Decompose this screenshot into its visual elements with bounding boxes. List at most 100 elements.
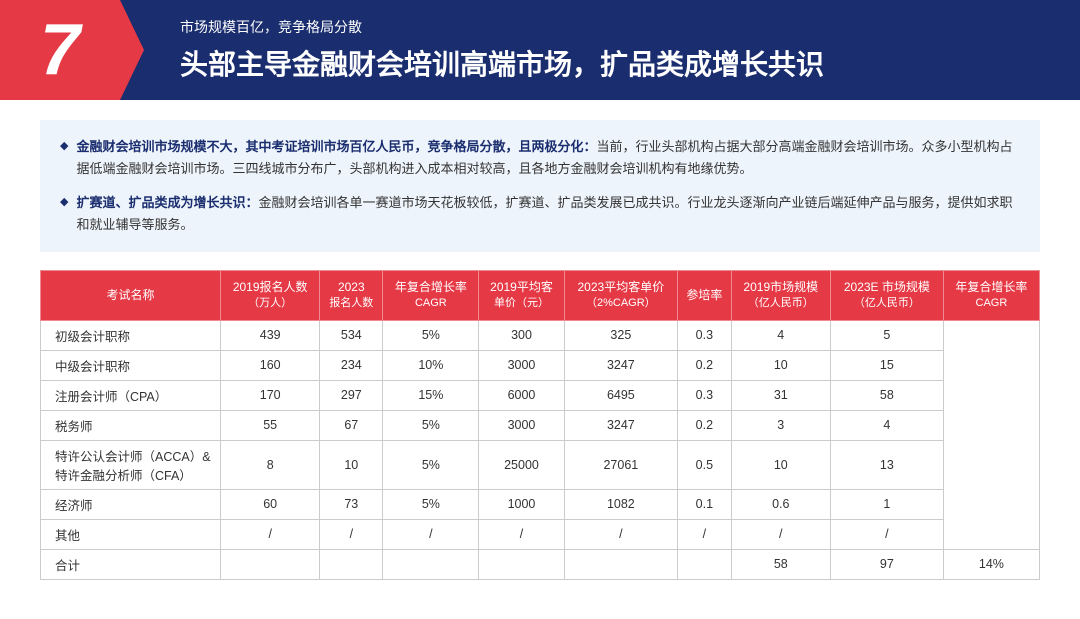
table-header-cell: 考试名称 — [41, 271, 221, 320]
table-cell: 0.3 — [678, 380, 731, 410]
table-body: 初级会计职称4395345%3003250.345中级会计职称16023410%… — [41, 320, 1040, 579]
table-header-cell: 2023平均客单价（2%CAGR） — [564, 271, 678, 320]
table-cell — [221, 549, 320, 579]
table-cell: / — [320, 519, 383, 549]
table-cell: 3000 — [479, 410, 564, 440]
table-cell: 0.2 — [678, 410, 731, 440]
insight-bullet: ◆ 金融财会培训市场规模不大，其中考证培训市场百亿人民币，竞争格局分散，且两极分… — [60, 136, 1020, 180]
table-cell: 534 — [320, 320, 383, 350]
diamond-icon: ◆ — [60, 192, 68, 236]
insight-box: ◆ 金融财会培训市场规模不大，其中考证培训市场百亿人民币，竞争格局分散，且两极分… — [40, 120, 1040, 252]
table-cell: 25000 — [479, 440, 564, 489]
table-row: 合计 589714% — [41, 549, 1040, 579]
title-area: 市场规模百亿，竞争格局分散 头部主导金融财会培训高端市场，扩品类成增长共识 — [120, 0, 864, 100]
table-row: 中级会计职称16023410%300032470.21015 — [41, 350, 1040, 380]
table-cell: 6495 — [564, 380, 678, 410]
table-cell: 325 — [564, 320, 678, 350]
table-header-cell: 2023报名人数 — [320, 271, 383, 320]
table-cell: 300 — [479, 320, 564, 350]
table-cell: / — [479, 519, 564, 549]
table-cell: 0.3 — [678, 320, 731, 350]
table-cell — [564, 549, 678, 579]
table-cell: 60 — [221, 489, 320, 519]
table-cell: / — [221, 519, 320, 549]
table-row: 税务师55675%300032470.234 — [41, 410, 1040, 440]
table-header-cell: 2019报名人数（万人） — [221, 271, 320, 320]
data-table: 考试名称2019报名人数（万人）2023报名人数 年复合增长率CAGR 2019平均… — [40, 270, 1040, 579]
slide-number-badge: 7 — [0, 0, 120, 100]
table-cell: 31 — [731, 380, 830, 410]
table-cell: 13 — [830, 440, 943, 489]
table-cell: / — [564, 519, 678, 549]
table-cell: 58 — [731, 549, 830, 579]
table-cell: 5 — [830, 320, 943, 350]
table-row: 特许公认会计师（ACCA）&特许金融分析师（CFA）8 10 5%250002706… — [41, 440, 1040, 489]
table-cell: / — [731, 519, 830, 549]
table-cell — [678, 549, 731, 579]
table-row: 初级会计职称4395345%3003250.345 — [41, 320, 1040, 350]
table-header-cell: 2019市场规模（亿人民币） — [731, 271, 830, 320]
insight-bullet: ◆ 扩赛道、扩品类成为增长共识：金融财会培训各单一赛道市场天花板较低，扩赛道、扩… — [60, 192, 1020, 236]
main-title: 头部主导金融财会培训高端市场，扩品类成增长共识 — [180, 43, 824, 83]
table-header-cell: 2019平均客单价（元） — [479, 271, 564, 320]
table-cell: 合计 — [41, 549, 221, 579]
table-cell: 0.1 — [678, 489, 731, 519]
table-cell: 4 — [830, 410, 943, 440]
table-row: 其他//////// — [41, 519, 1040, 549]
table-header-cell: 参培率 — [678, 271, 731, 320]
table-cell: 5% — [383, 440, 479, 489]
table-cell: 97 — [830, 549, 943, 579]
insight-text-wrap: 金融财会培训市场规模不大，其中考证培训市场百亿人民币，竞争格局分散，且两极分化：… — [76, 136, 1020, 180]
table-cell: 其他 — [41, 519, 221, 549]
table-row: 经济师60735%100010820.10.61 — [41, 489, 1040, 519]
table-cell: 8 — [221, 440, 320, 489]
table-cell: 0.2 — [678, 350, 731, 380]
table-cell: 439 — [221, 320, 320, 350]
table-cell — [320, 549, 383, 579]
table-cell: 15% — [383, 380, 479, 410]
table-cell: 15 — [830, 350, 943, 380]
table-cell — [943, 320, 1039, 549]
slide-number: 7 — [40, 9, 80, 91]
table-cell: 10% — [383, 350, 479, 380]
table-cell: 10 — [731, 440, 830, 489]
table-cell: 55 — [221, 410, 320, 440]
insight-text-wrap: 扩赛道、扩品类成为增长共识：金融财会培训各单一赛道市场天花板较低，扩赛道、扩品类… — [76, 192, 1020, 236]
table-cell: 0.5 — [678, 440, 731, 489]
table-cell: 经济师 — [41, 489, 221, 519]
table-cell: 170 — [221, 380, 320, 410]
subtitle: 市场规模百亿，竞争格局分散 — [180, 17, 824, 37]
table-cell: 27061 — [564, 440, 678, 489]
table-row: 注册会计师（CPA）17029715%600064950.33158 — [41, 380, 1040, 410]
table-cell: 注册会计师（CPA） — [41, 380, 221, 410]
table-cell: 5% — [383, 320, 479, 350]
insight-bold: 金融财会培训市场规模不大，其中考证培训市场百亿人民币，竞争格局分散，且两极分化： — [76, 139, 596, 154]
table-cell: 4 — [731, 320, 830, 350]
table-cell — [383, 549, 479, 579]
table-cell: 297 — [320, 380, 383, 410]
table-cell: 3000 — [479, 350, 564, 380]
table-cell: 58 — [830, 380, 943, 410]
table-header-row: 考试名称2019报名人数（万人）2023报名人数 年复合增长率CAGR 2019平均… — [41, 271, 1040, 320]
table-cell: 10 — [731, 350, 830, 380]
table-cell: 73 — [320, 489, 383, 519]
content-area: ◆ 金融财会培训市场规模不大，其中考证培训市场百亿人民币，竞争格局分散，且两极分… — [0, 100, 1080, 580]
table-cell: 234 — [320, 350, 383, 380]
table-header-cell: 年复合增长率CAGR — [943, 271, 1039, 320]
table-cell: / — [383, 519, 479, 549]
table-cell: 1000 — [479, 489, 564, 519]
slide-header: 7 市场规模百亿，竞争格局分散 头部主导金融财会培训高端市场，扩品类成增长共识 — [0, 0, 1080, 100]
diamond-icon: ◆ — [60, 136, 68, 180]
table-cell: 特许公认会计师（ACCA）&特许金融分析师（CFA） — [41, 440, 221, 489]
table-cell: / — [678, 519, 731, 549]
table-cell: 5% — [383, 489, 479, 519]
table-cell: 初级会计职称 — [41, 320, 221, 350]
table-header: 考试名称2019报名人数（万人）2023报名人数 年复合增长率CAGR 2019平均… — [41, 271, 1040, 320]
table-cell: 1082 — [564, 489, 678, 519]
table-header-cell: 2023E 市场规模（亿人民币） — [830, 271, 943, 320]
table-cell: 14% — [943, 549, 1039, 579]
table-cell: 6000 — [479, 380, 564, 410]
table-cell: 1 — [830, 489, 943, 519]
table-cell: 3247 — [564, 350, 678, 380]
table-cell: 160 — [221, 350, 320, 380]
